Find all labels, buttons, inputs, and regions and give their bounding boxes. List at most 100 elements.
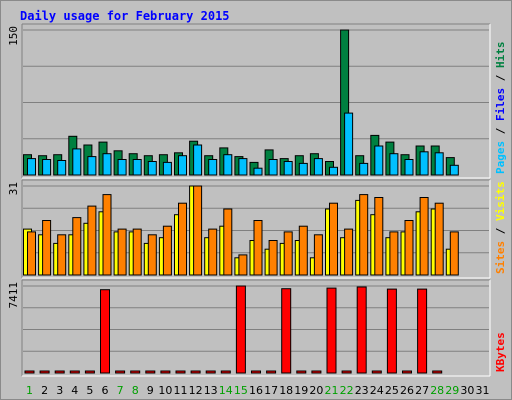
- bar-kbytes-day-22: [341, 370, 352, 374]
- legend-entry: Files: [494, 88, 507, 121]
- bar-files-day-17: [268, 159, 278, 176]
- bar-files-day-28: [434, 152, 444, 176]
- bar-sites-day-28: [434, 202, 444, 276]
- legend-entry: Pages: [494, 141, 507, 174]
- legend-entry: /: [494, 68, 507, 88]
- panel-max-label: 150: [7, 26, 20, 46]
- bar-sites-day-10: [162, 225, 172, 276]
- bar-kbytes-day-27: [417, 288, 428, 374]
- bar-files-day-2: [42, 159, 52, 176]
- bar-kbytes-day-8: [130, 370, 141, 374]
- bar-kbytes-day-20: [311, 370, 322, 374]
- bar-kbytes-day-17: [266, 370, 277, 374]
- legend-entry: /: [494, 221, 507, 241]
- bar-kbytes-day-2: [39, 370, 50, 374]
- bar-files-day-10: [162, 161, 172, 176]
- bar-kbytes-day-25: [386, 288, 397, 374]
- legend-entry: Sites: [494, 241, 507, 274]
- x-tick-label: 3: [56, 384, 63, 397]
- panel-legend: KBytes: [494, 332, 507, 372]
- bar-sites-day-16: [253, 220, 263, 276]
- x-tick-label: 4: [71, 384, 78, 397]
- bar-files-day-19: [298, 162, 308, 176]
- x-tick-label: 10: [158, 384, 172, 397]
- x-tick-label: 19: [294, 384, 308, 397]
- x-tick-label: 27: [415, 384, 429, 397]
- x-tick-label: 14: [219, 384, 233, 397]
- x-tick-label: 23: [355, 384, 369, 397]
- bar-sites-day-24: [374, 197, 384, 276]
- bar-sites-day-6: [102, 194, 112, 276]
- x-tick-label: 5: [86, 384, 93, 397]
- bar-files-day-24: [374, 145, 384, 176]
- bar-files-day-1: [27, 158, 36, 176]
- bar-kbytes-day-3: [54, 370, 65, 374]
- bar-sites-day-12: [193, 185, 203, 276]
- bar-sites-day-11: [178, 202, 187, 276]
- bar-files-day-15: [238, 158, 248, 176]
- bar-sites-day-29: [449, 231, 459, 276]
- bar-files-day-4: [72, 148, 82, 176]
- x-tick-label: 1: [26, 384, 33, 397]
- bar-files-day-14: [223, 154, 233, 176]
- bar-files-day-13: [208, 159, 218, 176]
- bar-sites-day-23: [359, 194, 369, 276]
- bar-sites-day-17: [268, 240, 278, 276]
- bar-sites-day-21: [329, 202, 338, 276]
- x-tick-label: 2: [41, 384, 48, 397]
- x-tick-label: 16: [249, 384, 263, 397]
- bar-files-day-26: [404, 159, 414, 176]
- bar-kbytes-day-19: [296, 370, 307, 374]
- x-tick-label: 12: [189, 384, 203, 397]
- bar-kbytes-day-10: [160, 370, 171, 374]
- bar-kbytes-day-4: [69, 370, 80, 374]
- bar-files-day-21: [329, 166, 338, 176]
- bar-files-day-12: [193, 144, 203, 176]
- x-tick-label: 28: [430, 384, 444, 397]
- bar-kbytes-day-14: [220, 370, 231, 374]
- bar-files-day-18: [283, 161, 293, 176]
- bar-sites-day-1: [27, 231, 36, 276]
- bar-files-day-8: [132, 159, 142, 176]
- x-tick-label: 6: [102, 384, 109, 397]
- bar-files-day-23: [359, 162, 369, 176]
- bar-kbytes-day-11: [175, 370, 186, 374]
- x-tick-label: 29: [445, 384, 459, 397]
- bar-sites-day-2: [42, 220, 52, 276]
- x-tick-label: 9: [147, 384, 154, 397]
- bar-sites-day-26: [404, 220, 414, 276]
- bar-files-day-5: [87, 156, 97, 176]
- bar-kbytes-day-16: [251, 370, 261, 374]
- bar-sites-day-15: [238, 254, 248, 276]
- panel-max-label: 31: [7, 182, 20, 195]
- bar-files-day-7: [117, 159, 127, 176]
- panel-max-label: 7411: [7, 282, 20, 309]
- x-tick-label: 20: [309, 384, 323, 397]
- bar-files-day-25: [389, 153, 399, 176]
- legend-entry: KBytes: [494, 332, 507, 372]
- bar-kbytes-day-12: [190, 370, 201, 374]
- bar-sites-day-22: [344, 228, 354, 276]
- bar-sites-day-13: [208, 228, 218, 276]
- x-tick-label: 15: [234, 384, 248, 397]
- bar-files-day-3: [57, 160, 67, 176]
- x-tick-label: 31: [476, 384, 490, 397]
- bar-kbytes-day-1: [24, 370, 35, 374]
- bar-sites-day-14: [223, 208, 233, 276]
- bar-kbytes-day-7: [115, 370, 126, 374]
- x-tick-label: 11: [174, 384, 188, 397]
- x-tick-label: 8: [132, 384, 139, 397]
- bar-kbytes-day-26: [402, 370, 412, 374]
- bar-kbytes-day-23: [356, 286, 367, 374]
- bar-kbytes-day-28: [432, 370, 443, 374]
- bar-kbytes-day-13: [205, 370, 216, 374]
- x-tick-label: 22: [340, 384, 354, 397]
- bar-sites-day-3: [57, 234, 67, 276]
- bar-files-day-6: [102, 153, 112, 176]
- bar-files-day-16: [253, 167, 263, 176]
- x-tick-label: 30: [460, 384, 474, 397]
- legend-entry: Visits: [494, 181, 507, 221]
- panel-legend: Pages / Files / Hits: [494, 42, 507, 175]
- legend-entry: /: [494, 121, 507, 141]
